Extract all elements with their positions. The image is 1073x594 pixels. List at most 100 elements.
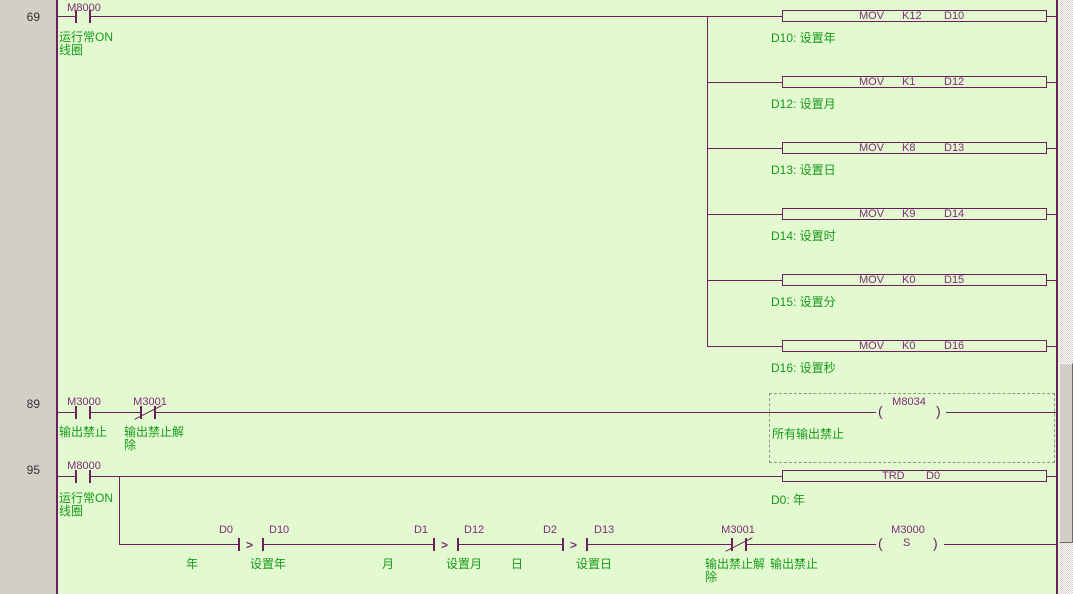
instruction-source: K1 xyxy=(902,76,916,88)
device-label: M8000 xyxy=(67,460,101,472)
wire-segment xyxy=(91,412,140,413)
compare-operator: > xyxy=(570,538,578,552)
wire-segment xyxy=(156,412,876,413)
compare-right-operand: D12 xyxy=(464,524,485,536)
compare-left-operand: D1 xyxy=(413,524,428,536)
wire-segment xyxy=(58,412,75,413)
rung-step-number: 69 xyxy=(26,10,40,24)
right-power-rail xyxy=(1056,0,1058,594)
wire-segment xyxy=(707,214,782,215)
instruction-op: MOV xyxy=(859,274,885,286)
wire-segment xyxy=(1047,280,1056,281)
instruction-op: MOV xyxy=(859,142,885,154)
wire-segment xyxy=(58,16,75,17)
compare-contact-2[interactable]: > xyxy=(433,538,459,551)
device-comment: 运行常ON xyxy=(59,30,114,44)
contact-tick xyxy=(140,406,142,419)
instruction-op: MOV xyxy=(859,208,885,220)
contact-m3001-nc[interactable] xyxy=(725,537,753,552)
wire-segment xyxy=(1047,214,1056,215)
compare-right-operand: D10 xyxy=(269,524,290,536)
compare-operator: > xyxy=(246,538,254,552)
contact-m8000[interactable] xyxy=(75,470,91,483)
set-coil-m3000[interactable]: ( S ) xyxy=(876,536,944,552)
instruction-box-mov-d14[interactable]: MOV K9 D14 xyxy=(782,208,1047,220)
wire-segment xyxy=(459,544,562,545)
instruction-comment: D10: 设置年 xyxy=(771,31,836,45)
instruction-dest: D14 xyxy=(944,208,965,220)
wire-segment xyxy=(707,148,782,149)
instruction-box-mov-d15[interactable]: MOV K0 D15 xyxy=(782,274,1047,286)
wire-segment xyxy=(1047,82,1056,83)
wire-segment xyxy=(944,544,1056,545)
wire-segment xyxy=(58,476,75,477)
contact-tick xyxy=(433,538,435,551)
instruction-comment: D15: 设置分 xyxy=(771,295,836,309)
wire-segment xyxy=(91,476,782,477)
contact-tick xyxy=(586,538,588,551)
coil-comment: 所有输出禁止 xyxy=(772,427,845,441)
wire-segment xyxy=(1047,476,1056,477)
device-label: M3000 xyxy=(891,524,925,536)
wire-segment xyxy=(1047,346,1056,347)
wire-segment xyxy=(747,544,876,545)
contact-tick xyxy=(75,10,77,23)
instruction-dest: D15 xyxy=(944,274,965,286)
contact-m3001-nc[interactable] xyxy=(134,405,162,420)
wire-segment xyxy=(588,544,731,545)
contact-tick xyxy=(238,538,240,551)
compare-right-operand: D13 xyxy=(594,524,615,536)
contact-m8000[interactable] xyxy=(75,10,91,23)
instruction-box-mov-d16[interactable]: MOV K0 D16 xyxy=(782,340,1047,352)
instruction-box-mov-d10[interactable]: MOV K12 D10 xyxy=(782,10,1047,22)
instruction-operand: D0 xyxy=(926,470,941,482)
instruction-comment: D12: 设置月 xyxy=(771,97,836,111)
scrollbar-thumb[interactable] xyxy=(1059,363,1073,543)
left-power-rail xyxy=(56,0,58,594)
compare-contact-1[interactable]: > xyxy=(238,538,264,551)
device-comment: 线圈 xyxy=(59,43,84,57)
wire-segment xyxy=(946,412,1056,413)
instruction-source: K12 xyxy=(902,10,922,22)
coil-paren-left: ( xyxy=(878,403,883,419)
contact-tick xyxy=(154,406,156,419)
rung-step-number: 89 xyxy=(26,397,40,411)
vertical-scrollbar[interactable] xyxy=(1059,0,1073,594)
contact-tick xyxy=(562,538,564,551)
operand-comment: 设置日 xyxy=(576,557,613,571)
instruction-dest: D10 xyxy=(944,10,965,22)
coil-modifier: S xyxy=(903,537,911,549)
device-label: M3001 xyxy=(721,524,755,536)
compare-contact-3[interactable]: > xyxy=(562,538,588,551)
wire-segment xyxy=(707,346,782,347)
coil-m8034[interactable]: ( ) xyxy=(876,404,948,420)
instruction-source: K8 xyxy=(902,142,916,154)
device-label: M8034 xyxy=(892,396,926,408)
device-label: M3001 xyxy=(133,396,167,408)
device-label: M3000 xyxy=(67,396,101,408)
contact-m3000[interactable] xyxy=(75,406,91,419)
device-comment: 除 xyxy=(124,438,137,452)
instruction-op: MOV xyxy=(859,340,885,352)
device-comment: 输出禁止解 xyxy=(124,425,185,439)
instruction-box-trd[interactable]: TRD D0 xyxy=(782,470,1047,482)
selection-box xyxy=(769,393,1055,463)
coil-paren-right: ) xyxy=(933,535,938,551)
instruction-box-mov-d13[interactable]: MOV K8 D13 xyxy=(782,142,1047,154)
wire-segment xyxy=(91,16,782,17)
wire-segment xyxy=(1047,148,1056,149)
compare-operator: > xyxy=(441,538,449,552)
instruction-comment: D16: 设置秒 xyxy=(771,361,836,375)
instruction-box-mov-d12[interactable]: MOV K1 D12 xyxy=(782,76,1047,88)
coil-comment: 输出禁止 xyxy=(770,557,819,571)
wire-segment xyxy=(1047,16,1056,17)
operand-comment: 设置年 xyxy=(250,557,287,571)
instruction-dest: D12 xyxy=(944,76,965,88)
coil-paren-left: ( xyxy=(878,535,883,551)
instruction-op: MOV xyxy=(859,10,885,22)
contact-tick xyxy=(75,470,77,483)
contact-tick xyxy=(89,470,91,483)
instruction-source: K0 xyxy=(902,340,916,352)
contact-tick xyxy=(89,10,91,23)
